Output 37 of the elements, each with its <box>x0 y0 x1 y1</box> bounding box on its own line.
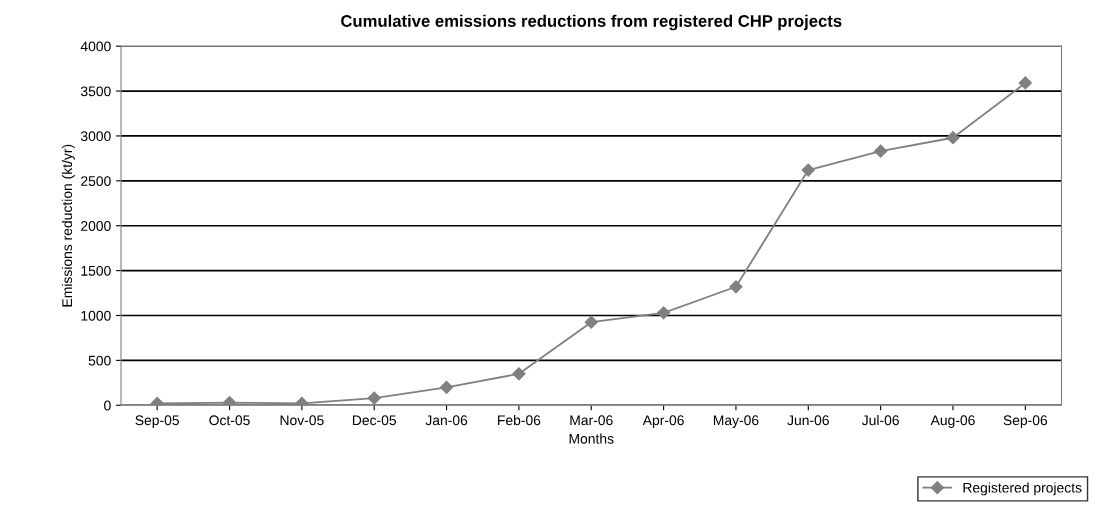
point <box>729 280 743 294</box>
point <box>946 131 960 145</box>
point <box>584 315 598 329</box>
x-tick-label: May-06 <box>713 415 759 428</box>
x-tick-label: Jul-06 <box>861 414 899 426</box>
x-tick-label: Oct-05 <box>209 415 250 426</box>
x-tick-label: Jun-06 <box>787 415 829 426</box>
x-tick-label: Aug-06 <box>930 415 975 428</box>
point <box>801 163 815 177</box>
y-tick-label: 500 <box>88 355 111 366</box>
y-tick-label: 1000 <box>81 310 111 321</box>
x-tick-label: Sep-05 <box>135 415 179 428</box>
y-tick-label: 3500 <box>80 86 111 97</box>
point <box>439 380 454 394</box>
y-tick-label: 2500 <box>81 176 111 186</box>
point <box>874 144 888 158</box>
point <box>367 391 381 405</box>
legend-label: Registered projects <box>963 482 1082 496</box>
x-tick-label: Nov-05 <box>280 415 324 426</box>
y-tick-label: 2000 <box>81 221 111 231</box>
x-axis-title: Months <box>569 433 614 444</box>
y-tick-label: 3000 <box>80 131 111 142</box>
chart-title: Cumulative emissions reductions from registered CHP projects <box>341 14 842 31</box>
y-axis-title: Emissions reduction (kt/yr) <box>61 144 75 307</box>
x-tick-label: Apr-06 <box>642 415 684 428</box>
point <box>1018 76 1032 90</box>
point <box>657 306 671 320</box>
y-tick-label: 1500 <box>81 265 111 276</box>
x-tick-label: Feb-06 <box>498 414 541 426</box>
x-tick-label: Sep-06 <box>1003 415 1048 428</box>
x-tick-label: Jan-06 <box>425 415 468 426</box>
x-tick-label: Dec-05 <box>352 415 397 426</box>
point <box>512 367 526 381</box>
y-tick-label: 0 <box>104 400 111 411</box>
point <box>222 395 237 406</box>
x-tick-label: Mar-06 <box>570 415 613 426</box>
y-tick-label: 4000 <box>80 41 111 52</box>
